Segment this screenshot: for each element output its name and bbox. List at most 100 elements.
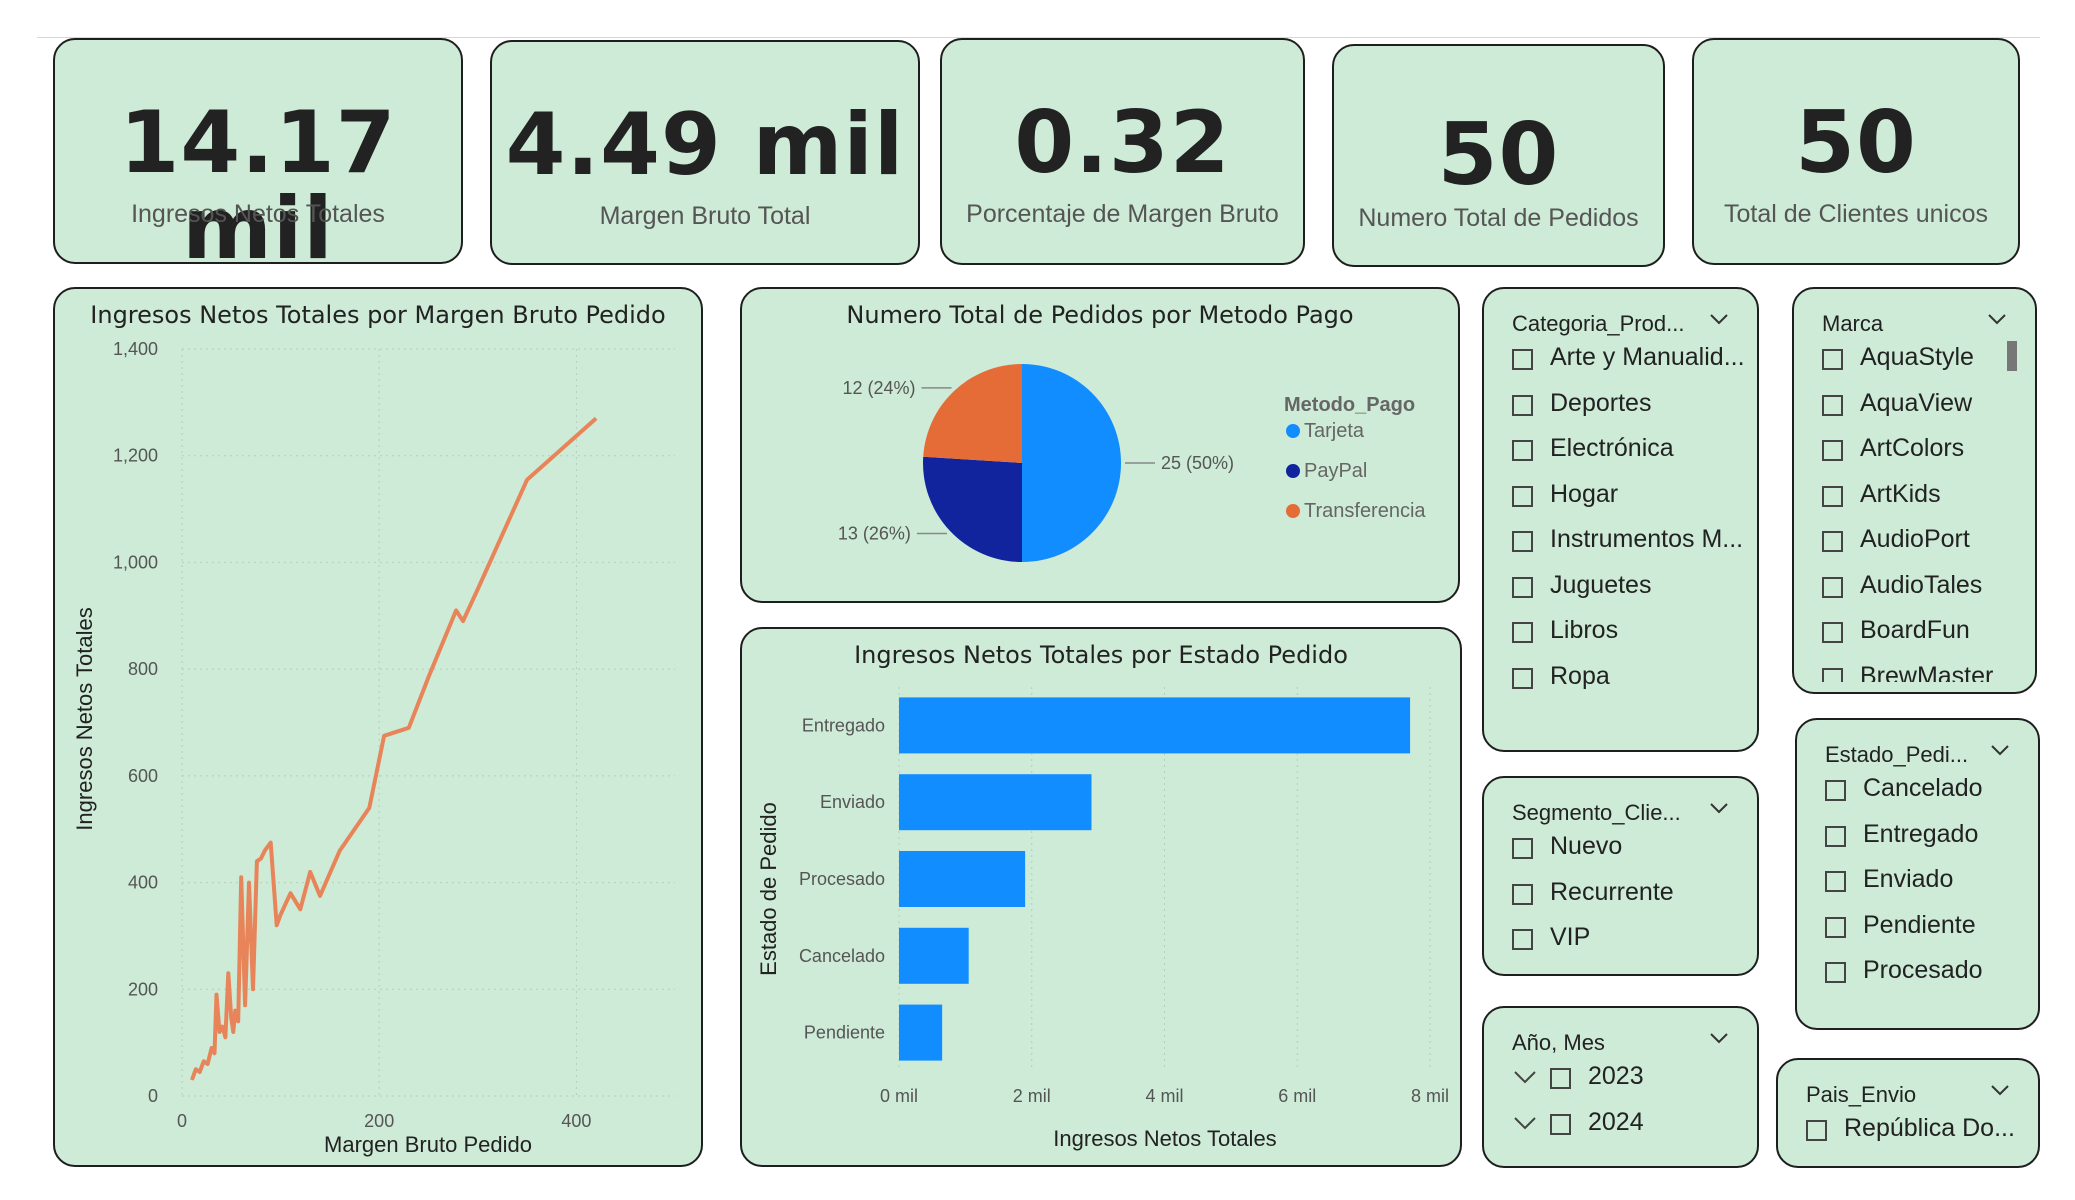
slicer-item[interactable]: BoardFun bbox=[1822, 614, 2005, 660]
checkbox[interactable] bbox=[1550, 1068, 1571, 1089]
slicer-item[interactable]: Deportes bbox=[1512, 387, 1747, 433]
chevron-down-icon[interactable] bbox=[1988, 1078, 2012, 1102]
checkbox[interactable] bbox=[1512, 440, 1533, 461]
checkbox[interactable] bbox=[1512, 531, 1533, 552]
kpi-numero-pedidos[interactable]: 50 Numero Total de Pedidos bbox=[1332, 44, 1665, 267]
pie-slice[interactable] bbox=[923, 456, 1022, 562]
checkbox[interactable] bbox=[1512, 349, 1533, 370]
slicer-pais-envio[interactable]: Pais_Envio República Do... bbox=[1776, 1058, 2040, 1168]
checkbox[interactable] bbox=[1822, 394, 1843, 416]
pie-slice[interactable] bbox=[923, 364, 1022, 463]
checkbox[interactable] bbox=[1822, 349, 1843, 370]
checkbox[interactable] bbox=[1512, 394, 1533, 416]
checkbox[interactable] bbox=[1512, 622, 1533, 643]
kpi-label: Numero Total de Pedidos bbox=[1358, 204, 1639, 232]
slicer-item[interactable]: VIP bbox=[1512, 921, 1747, 967]
chevron-down-icon[interactable] bbox=[1985, 307, 2009, 331]
checkbox[interactable] bbox=[1825, 825, 1846, 847]
chevron-down-icon[interactable] bbox=[1988, 738, 2012, 762]
kpi-ingresos-netos[interactable]: 14.17 mil Ingresos Netos Totales bbox=[53, 38, 463, 272]
slicer-categoria-producto[interactable]: Categoria_Prod... Arte y Manualid... Depo… bbox=[1482, 287, 1759, 752]
chevron-down-icon[interactable] bbox=[1707, 796, 1731, 820]
checkbox[interactable] bbox=[1822, 440, 1843, 461]
kpi-porcentaje-margen[interactable]: 0.32 Porcentaje de Margen Bruto bbox=[940, 38, 1305, 265]
pie-chart-card[interactable]: Numero Total de Pedidos por Metodo Pago … bbox=[740, 287, 1460, 603]
legend-item[interactable]: Tarjeta bbox=[1286, 420, 1365, 442]
slicer-item-label: AquaStyle bbox=[1860, 343, 1974, 371]
checkbox[interactable] bbox=[1822, 531, 1843, 552]
kpi-margen-bruto[interactable]: 4.49 mil Margen Bruto Total bbox=[490, 40, 920, 265]
checkbox[interactable] bbox=[1825, 780, 1846, 801]
pie-chart[interactable]: 25 (50%) 13 (26%) 12 (24%) Metodo_Pago Tar… bbox=[742, 289, 1458, 601]
slicer-item[interactable]: Hogar bbox=[1512, 478, 1747, 524]
slicer-item[interactable]: BrewMaster bbox=[1822, 660, 2005, 682]
line-chart[interactable]: 0 200 400 600 800 1,000 1,200 1,400 0 200 400 Marg… bbox=[55, 289, 701, 1165]
bar-chart[interactable]: 0 mil 2 mil 4 mil 6 mil 8 mil Entregado Enviad… bbox=[742, 629, 1460, 1165]
slicer-item[interactable]: República Do... bbox=[1806, 1112, 2028, 1158]
line-chart-card[interactable]: Ingresos Netos Totales por Margen Bruto … bbox=[53, 287, 703, 1167]
slicer-item[interactable]: Entregado bbox=[1825, 818, 2028, 864]
slicer-item[interactable]: Enviado bbox=[1825, 863, 2028, 909]
slicer-segmento-cliente[interactable]: Segmento_Clie... Nuevo Recurrente VIP bbox=[1482, 776, 1759, 976]
slicer-item[interactable]: AquaView bbox=[1822, 387, 2005, 433]
checkbox[interactable] bbox=[1550, 1113, 1571, 1135]
slicer-item[interactable]: Juguetes bbox=[1512, 569, 1747, 615]
chevron-down-icon[interactable] bbox=[1512, 1112, 1538, 1134]
checkbox[interactable] bbox=[1822, 622, 1843, 643]
checkbox[interactable] bbox=[1512, 667, 1533, 689]
slicer-item[interactable]: Pendiente bbox=[1825, 909, 2028, 955]
line-series[interactable] bbox=[190, 416, 598, 1081]
slicer-item[interactable]: 2024 bbox=[1512, 1106, 1747, 1152]
slicer-item[interactable]: Ropa bbox=[1512, 660, 1747, 706]
kpi-clientes-unicos[interactable]: 50 Total de Clientes unicos bbox=[1692, 38, 2020, 265]
legend-item[interactable]: PayPal bbox=[1286, 460, 1367, 482]
checkbox[interactable] bbox=[1822, 485, 1843, 507]
bar[interactable] bbox=[899, 851, 1026, 907]
slicer-estado-pedido[interactable]: Estado_Pedi... Cancelado Entregado Enviado… bbox=[1795, 718, 2040, 1030]
chevron-down-icon[interactable] bbox=[1707, 1026, 1731, 1050]
checkbox[interactable] bbox=[1512, 883, 1533, 905]
bar[interactable] bbox=[899, 927, 969, 984]
chevron-down-icon[interactable] bbox=[1512, 1066, 1538, 1088]
legend-item[interactable]: Transferencia bbox=[1286, 500, 1426, 522]
slicer-item[interactable]: Nuevo bbox=[1512, 830, 1747, 876]
checkbox[interactable] bbox=[1825, 962, 1846, 983]
checkbox[interactable] bbox=[1806, 1120, 1827, 1141]
pie-slice[interactable] bbox=[1022, 364, 1121, 562]
checkbox[interactable] bbox=[1822, 667, 1843, 682]
y-tick-label: Pendiente bbox=[804, 1023, 885, 1043]
kpi-label: Ingresos Netos Totales bbox=[131, 200, 385, 228]
checkbox[interactable] bbox=[1825, 871, 1846, 892]
checkbox[interactable] bbox=[1825, 916, 1846, 938]
slicer-item[interactable]: Procesado bbox=[1825, 954, 2028, 1000]
bar[interactable] bbox=[899, 697, 1411, 754]
slicer-item[interactable]: Libros bbox=[1512, 614, 1747, 660]
checkbox[interactable] bbox=[1512, 576, 1533, 598]
slicer-marca[interactable]: Marca AquaStyle AquaView ArtColors ArtKids A… bbox=[1792, 287, 2037, 694]
checkbox[interactable] bbox=[1512, 929, 1533, 950]
slicer-item[interactable]: AudioTales bbox=[1822, 569, 2005, 615]
checkbox[interactable] bbox=[1512, 838, 1533, 859]
scrollbar-thumb[interactable] bbox=[2007, 341, 2017, 371]
slicer-title: Segmento_Clie... bbox=[1512, 800, 1681, 825]
slicer-item[interactable]: ArtKids bbox=[1822, 478, 2005, 524]
slicer-item[interactable]: 2023 bbox=[1512, 1060, 1747, 1106]
bar-x-axis-label: Ingresos Netos Totales bbox=[1053, 1126, 1276, 1151]
slicer-item[interactable]: Recurrente bbox=[1512, 876, 1747, 922]
slicer-item[interactable]: AudioPort bbox=[1822, 523, 2005, 569]
slicer-item[interactable]: Electrónica bbox=[1512, 432, 1747, 478]
slicer-item[interactable]: Instrumentos M... bbox=[1512, 523, 1747, 569]
slicer-item-label: ArtColors bbox=[1860, 434, 1965, 462]
checkbox[interactable] bbox=[1822, 576, 1843, 598]
slicer-item[interactable]: AquaStyle bbox=[1822, 341, 2005, 387]
bar[interactable] bbox=[899, 774, 1092, 831]
slicer-item[interactable]: Cancelado bbox=[1825, 772, 2028, 818]
checkbox[interactable] bbox=[1512, 485, 1533, 507]
slicer-item[interactable]: ArtColors bbox=[1822, 432, 2005, 478]
slicer-item-label: Nuevo bbox=[1550, 832, 1623, 860]
slicer-anio-mes[interactable]: Año, Mes 2023 2024 bbox=[1482, 1006, 1759, 1168]
bar-chart-card[interactable]: Ingresos Netos Totales por Estado Pedido… bbox=[740, 627, 1462, 1167]
slicer-item[interactable]: Arte y Manualid... bbox=[1512, 341, 1747, 387]
bar[interactable] bbox=[899, 1004, 943, 1061]
chevron-down-icon[interactable] bbox=[1707, 307, 1731, 331]
